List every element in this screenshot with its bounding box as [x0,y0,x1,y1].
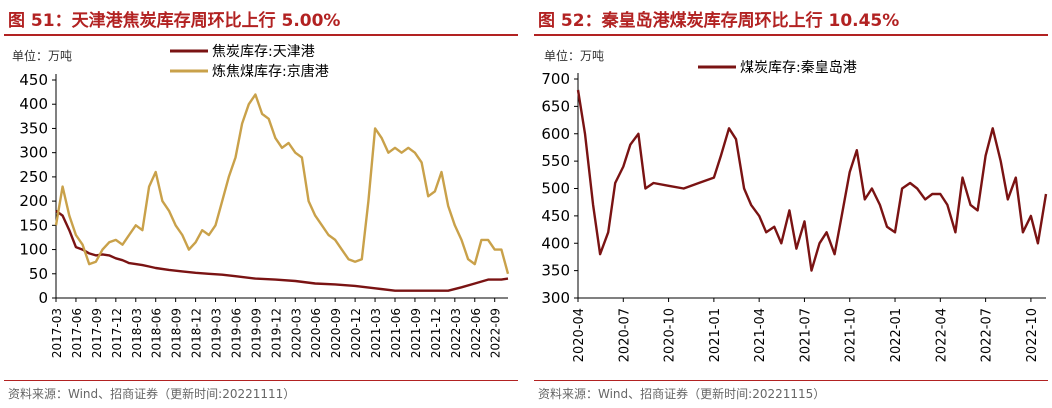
x-tick-label: 2022-04 [934,308,949,362]
x-tick-label: 2022-10 [1025,308,1040,362]
x-tick-label: 2020-09 [329,308,343,358]
x-tick-label: 2022-01 [889,308,904,362]
series-line-2 [54,93,510,275]
left-source-rule [4,380,518,381]
y-tick-label: 300 [19,144,48,162]
y-tick-label: 500 [541,180,570,198]
left-source-note: 资料来源：Wind、招商证券（更新时间:20221111） [8,387,296,401]
x-tick-label: 2018-09 [170,308,184,358]
y-tick-label: 650 [541,97,570,115]
y-tick-label: 100 [19,241,48,259]
x-tick-label: 2022-07 [980,308,995,362]
x-tick-label: 2017-06 [70,308,84,358]
x-tick-label: 2022-09 [489,308,503,358]
y-tick-label: 150 [19,216,48,234]
legend-label: 煤炭库存:秦皇岛港 [740,60,857,76]
legend-label: 炼焦煤库存:京唐港 [212,63,329,80]
x-tick-label: 2020-10 [663,308,678,362]
y-tick-label: 450 [19,71,48,89]
y-tick-label: 0 [38,289,48,307]
x-tick-label: 2020-06 [309,308,323,358]
x-tick-label: 2021-10 [844,308,859,362]
x-tick-label: 2020-12 [349,308,363,358]
right-source-rule [534,380,1048,381]
series-line-1 [55,209,509,292]
x-tick-label: 2019-03 [210,308,224,358]
x-tick-label: 2020-07 [617,308,632,362]
x-tick-label: 2021-01 [708,308,723,362]
y-tick-label: 200 [19,192,48,210]
x-tick-label: 2019-12 [269,308,283,358]
y-tick-label: 350 [541,262,570,280]
x-tick-label: 2020-04 [572,308,587,362]
y-tick-label: 700 [541,70,570,88]
left-title-rule [4,34,518,36]
right-title-rule [534,34,1048,36]
right-chart-title: 图 52：秦皇岛港煤炭库存周环比上行 10.45% [538,11,900,31]
left-chart-title: 图 51：天津港焦炭库存周环比上行 5.00% [8,11,341,31]
x-tick-label: 2017-09 [90,308,104,358]
x-tick-label: 2022-06 [469,308,483,358]
y-tick-label: 600 [541,125,570,143]
y-tick-label: 250 [19,168,48,186]
right-chart: 单位：万吨 300 350 400 450 500 550 600 650 700 2020-04 2… [541,48,1048,362]
y-tick-label: 350 [19,119,48,137]
left-chart: 单位：万吨 0 50 100 150 200 250 300 350 400 450 2017-03 2… [12,44,510,358]
x-tick-label: 2018-03 [130,308,144,358]
x-tick-label: 2021-07 [798,308,813,362]
x-tick-label: 2021-12 [429,308,443,358]
x-tick-label: 2021-06 [389,308,403,358]
x-tick-label: 2019-09 [249,308,263,358]
y-unit-label: 单位：万吨 [12,48,72,63]
right-chart-panel: 图 52：秦皇岛港煤炭库存周环比上行 10.45% 单位：万吨 300 350 400… [530,0,1052,408]
x-tick-label: 2021-04 [753,308,768,362]
legend-label: 焦炭库存:天津港 [212,44,315,60]
x-tick-label: 2019-06 [229,308,243,358]
series-line-1 [576,89,1048,272]
x-tick-label: 2020-03 [289,308,303,358]
y-tick-label: 300 [541,289,570,307]
x-tick-label: 2021-09 [409,308,423,358]
y-tick-label: 400 [19,95,48,113]
x-tick-label: 2018-12 [190,308,204,358]
left-chart-panel: 图 51：天津港焦炭库存周环比上行 5.00% 单位：万吨 0 50 100 150 20… [0,0,522,408]
x-tick-label: 2017-03 [50,308,64,358]
x-tick-label: 2018-06 [150,308,164,358]
x-tick-label: 2017-12 [110,308,124,358]
x-tick-label: 2021-03 [369,308,383,358]
x-tick-label: 2022-03 [449,308,463,358]
y-tick-label: 450 [541,207,570,225]
y-tick-label: 50 [29,265,48,283]
y-unit-label: 单位：万吨 [544,48,604,63]
y-tick-label: 550 [541,152,570,170]
right-source-note: 资料来源：Wind、招商证券（更新时间:20221115） [538,387,826,401]
y-tick-label: 400 [541,234,570,252]
